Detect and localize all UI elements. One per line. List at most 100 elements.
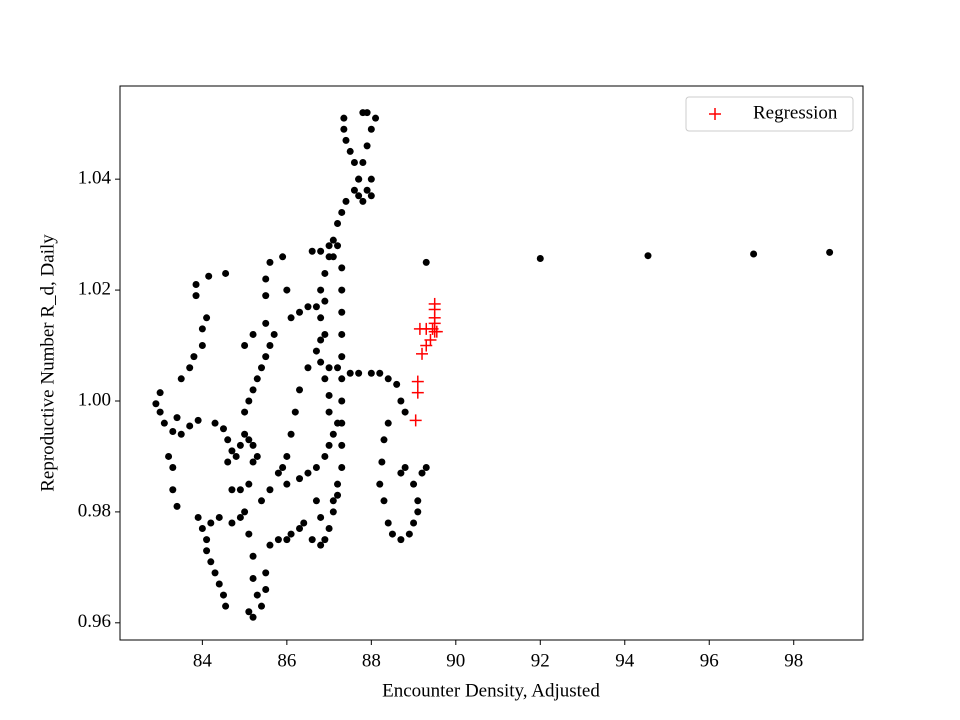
point	[363, 142, 371, 150]
point	[266, 342, 274, 350]
point	[338, 353, 346, 361]
point	[338, 330, 346, 338]
y-tick-label: 0.96	[78, 611, 111, 632]
point	[249, 552, 257, 560]
point	[219, 591, 227, 599]
point	[325, 391, 333, 399]
point	[397, 397, 405, 405]
point	[338, 264, 346, 272]
point	[355, 369, 363, 377]
point	[355, 175, 363, 183]
point	[338, 464, 346, 472]
point	[253, 591, 261, 599]
point	[249, 458, 257, 466]
point	[317, 541, 325, 549]
point	[422, 464, 430, 472]
point	[258, 364, 266, 372]
point	[317, 513, 325, 521]
point	[287, 314, 295, 322]
plot-marks	[152, 109, 834, 621]
point	[296, 475, 304, 483]
point	[409, 414, 422, 427]
point	[367, 369, 375, 377]
point	[266, 486, 274, 494]
point	[380, 436, 388, 444]
point	[283, 480, 291, 488]
point	[186, 422, 194, 430]
point	[312, 303, 320, 311]
point	[258, 602, 266, 610]
point	[346, 369, 354, 377]
point	[169, 486, 177, 494]
x-tick-label: 86	[277, 650, 296, 671]
point	[329, 430, 337, 438]
point	[249, 386, 257, 394]
point	[430, 325, 443, 338]
point	[152, 400, 160, 408]
point	[363, 186, 371, 194]
y-tick-label: 1.00	[78, 389, 111, 410]
point	[388, 530, 396, 538]
point	[342, 136, 350, 144]
point	[287, 430, 295, 438]
point	[325, 364, 333, 372]
x-axis-label: Encounter Density, Adjusted	[382, 680, 600, 701]
y-tick-label: 0.98	[78, 500, 111, 521]
point	[194, 416, 202, 424]
point	[304, 303, 312, 311]
point	[321, 375, 329, 383]
point	[384, 519, 392, 527]
point	[228, 519, 236, 527]
y-axis-label: Reproductive Number R_d, Daily	[37, 234, 58, 492]
point	[325, 253, 333, 261]
point	[262, 569, 270, 577]
point	[241, 508, 249, 516]
point	[262, 353, 270, 361]
point	[338, 397, 346, 405]
point	[329, 508, 337, 516]
point	[279, 253, 287, 261]
y-tick-label: 1.02	[78, 278, 111, 299]
point	[266, 258, 274, 266]
point	[338, 308, 346, 316]
point	[219, 425, 227, 433]
x-tick-label: 84	[193, 650, 213, 671]
point	[321, 297, 329, 305]
point	[245, 397, 253, 405]
point	[826, 248, 834, 256]
point	[283, 536, 291, 544]
point	[340, 114, 348, 122]
point	[334, 491, 342, 499]
point	[194, 513, 202, 521]
point	[325, 408, 333, 416]
point	[325, 242, 333, 250]
point	[262, 586, 270, 594]
point	[750, 250, 758, 258]
point	[334, 480, 342, 488]
point	[241, 342, 249, 350]
point	[317, 358, 325, 366]
point	[203, 547, 211, 555]
point	[270, 330, 278, 338]
point	[156, 408, 164, 416]
point	[418, 469, 426, 477]
point	[329, 497, 337, 505]
point	[338, 286, 346, 294]
point	[300, 519, 308, 527]
point	[424, 333, 437, 346]
point	[317, 286, 325, 294]
point	[359, 109, 367, 117]
point	[342, 197, 350, 205]
point	[283, 452, 291, 460]
point	[338, 208, 346, 216]
point	[350, 159, 358, 167]
x-tick-label: 88	[362, 650, 381, 671]
point	[160, 419, 168, 427]
point	[334, 364, 342, 372]
point	[236, 441, 244, 449]
point	[308, 536, 316, 544]
point	[405, 530, 413, 538]
point	[378, 458, 386, 466]
point	[350, 186, 358, 194]
